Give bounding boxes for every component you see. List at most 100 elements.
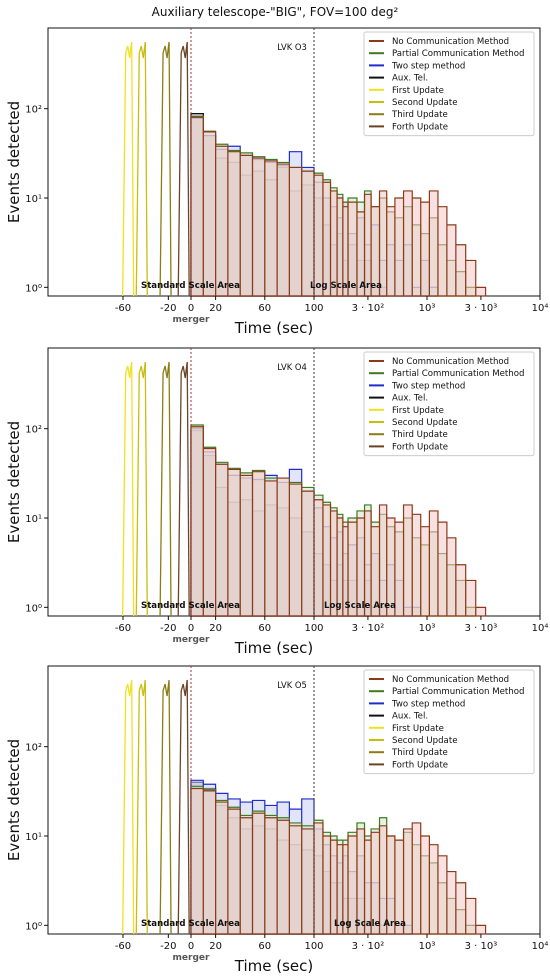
- y-tick-label: 10⁰: [25, 283, 42, 294]
- log-scale-label: Log Scale Area: [334, 919, 406, 929]
- legend-entry: Partial Communication Method: [392, 687, 524, 697]
- x-tick-label: -60: [115, 303, 131, 314]
- merger-label: merger: [173, 315, 210, 325]
- legend-entry: Partial Communication Method: [392, 49, 524, 59]
- x-axis-label: Time (sec): [234, 639, 313, 657]
- chart-panels: 10⁰ 10¹ 10² -60 -20 0 20 60 100 3 · 10² 10³ 3 · 10³…: [5, 27, 549, 975]
- series-bars-no-communication-method: [190, 426, 487, 617]
- legend-entry: First Update: [392, 406, 444, 416]
- x-tick-label: -60: [115, 941, 131, 952]
- panel-label: LVK O5: [277, 680, 307, 690]
- series-bars-no-communication-method: [190, 116, 487, 297]
- merger-label: merger: [173, 635, 210, 645]
- x-tick-label: 10⁴: [532, 623, 549, 634]
- y-tick-label: 10⁰: [25, 603, 42, 614]
- x-tick-label: -20: [160, 623, 176, 634]
- update-spike-second-update: [135, 679, 148, 935]
- legend-entry: Third Update: [391, 430, 448, 440]
- x-tick-label: 3 · 10³: [465, 303, 498, 314]
- legend-entry: First Update: [392, 86, 444, 96]
- figure-title: Auxiliary telescope-"BIG", FOV=100 deg²: [152, 5, 399, 19]
- x-tick-label: 100: [304, 303, 323, 314]
- x-tick-label: 20: [209, 941, 222, 952]
- legend-entry: Two step method: [391, 699, 465, 709]
- y-axis-label: Events detected: [5, 739, 23, 861]
- update-spike-second-update: [135, 361, 148, 617]
- x-tick-label: 0: [188, 941, 194, 952]
- legend-entry: Forth Update: [392, 760, 448, 770]
- legend-entry: Aux. Tel.: [392, 394, 428, 404]
- x-tick-label: -20: [160, 303, 176, 314]
- update-spike-forth-update: [177, 41, 190, 297]
- x-tick-label: 10⁴: [532, 303, 549, 314]
- y-tick-label: 10²: [25, 425, 42, 436]
- x-tick-label: 20: [209, 303, 222, 314]
- y-tick-label: 10¹: [25, 194, 42, 205]
- update-spike-first-update: [122, 41, 135, 297]
- chart-panel-2: 10⁰ 10¹ 10² -60 -20 0 20 60 100 3 · 10² 10³ 3 · 10³…: [5, 347, 549, 657]
- legend-entry: Second Update: [392, 98, 457, 108]
- x-tick-label: 3 · 10²: [352, 941, 385, 952]
- update-spike-third-update: [159, 361, 172, 617]
- legend-entry: First Update: [392, 724, 444, 734]
- x-tick-label: -60: [115, 623, 131, 634]
- series-bars-no-communication-method: [190, 787, 487, 935]
- legend-entry: Aux. Tel.: [392, 74, 428, 84]
- legend-entry: Aux. Tel.: [392, 712, 428, 722]
- legend-entry: Two step method: [391, 381, 465, 391]
- x-tick-label: 3 · 10³: [465, 623, 498, 634]
- update-spike-first-update: [122, 361, 135, 617]
- y-tick-label: 10⁰: [25, 921, 42, 932]
- standard-scale-label: Standard Scale Area: [141, 601, 240, 611]
- y-tick-label: 10¹: [25, 514, 42, 525]
- log-scale-label: Log Scale Area: [324, 601, 396, 611]
- update-spike-first-update: [122, 679, 135, 935]
- legend-entry: No Communication Method: [392, 37, 509, 47]
- legend-entry: No Communication Method: [392, 357, 509, 367]
- y-tick-label: 10²: [25, 105, 42, 116]
- x-axis-label: Time (sec): [234, 957, 313, 975]
- legend-box: [363, 31, 535, 137]
- legend-entry: Partial Communication Method: [392, 369, 524, 379]
- update-spike-forth-update: [177, 361, 190, 617]
- x-tick-label: 10³: [419, 303, 436, 314]
- x-tick-label: 0: [188, 303, 194, 314]
- x-tick-label: 3 · 10³: [465, 941, 498, 952]
- panel-label: LVK O4: [277, 362, 307, 372]
- x-tick-label: 60: [258, 623, 271, 634]
- x-tick-label: 10⁴: [532, 941, 549, 952]
- y-axis-label: Events detected: [5, 101, 23, 223]
- x-tick-label: 100: [304, 941, 323, 952]
- update-spike-forth-update: [177, 679, 190, 935]
- x-axis-label: Time (sec): [234, 319, 313, 337]
- legend-box: [363, 669, 535, 775]
- update-spike-third-update: [159, 41, 172, 297]
- y-tick-label: 10¹: [25, 832, 42, 843]
- legend-entry: Forth Update: [392, 122, 448, 132]
- merger-label: merger: [173, 953, 210, 963]
- legend-entry: Forth Update: [392, 442, 448, 452]
- update-spike-third-update: [159, 679, 172, 935]
- legend-entry: Second Update: [392, 418, 457, 428]
- chart-panel-1: 10⁰ 10¹ 10² -60 -20 0 20 60 100 3 · 10² 10³ 3 · 10³…: [5, 27, 549, 337]
- chart-panel-3: 10⁰ 10¹ 10² -60 -20 0 20 60 100 3 · 10² 10³ 3 · 10³…: [5, 665, 549, 975]
- x-tick-label: -20: [160, 941, 176, 952]
- x-tick-label: 20: [209, 623, 222, 634]
- update-spike-second-update: [135, 41, 148, 297]
- x-tick-label: 3 · 10²: [352, 303, 385, 314]
- standard-scale-label: Standard Scale Area: [141, 919, 240, 929]
- standard-scale-label: Standard Scale Area: [141, 281, 240, 291]
- legend-entry: Two step method: [391, 61, 465, 71]
- x-tick-label: 3 · 10²: [352, 623, 385, 634]
- legend-entry: Third Update: [391, 748, 448, 758]
- x-tick-label: 10³: [419, 941, 436, 952]
- x-tick-label: 60: [258, 303, 271, 314]
- x-tick-label: 10³: [419, 623, 436, 634]
- legend-entry: No Communication Method: [392, 675, 509, 685]
- y-axis-label: Events detected: [5, 421, 23, 543]
- log-scale-label: Log Scale Area: [310, 281, 382, 291]
- legend-entry: Second Update: [392, 736, 457, 746]
- x-tick-label: 0: [188, 623, 194, 634]
- legend-box: [363, 351, 535, 457]
